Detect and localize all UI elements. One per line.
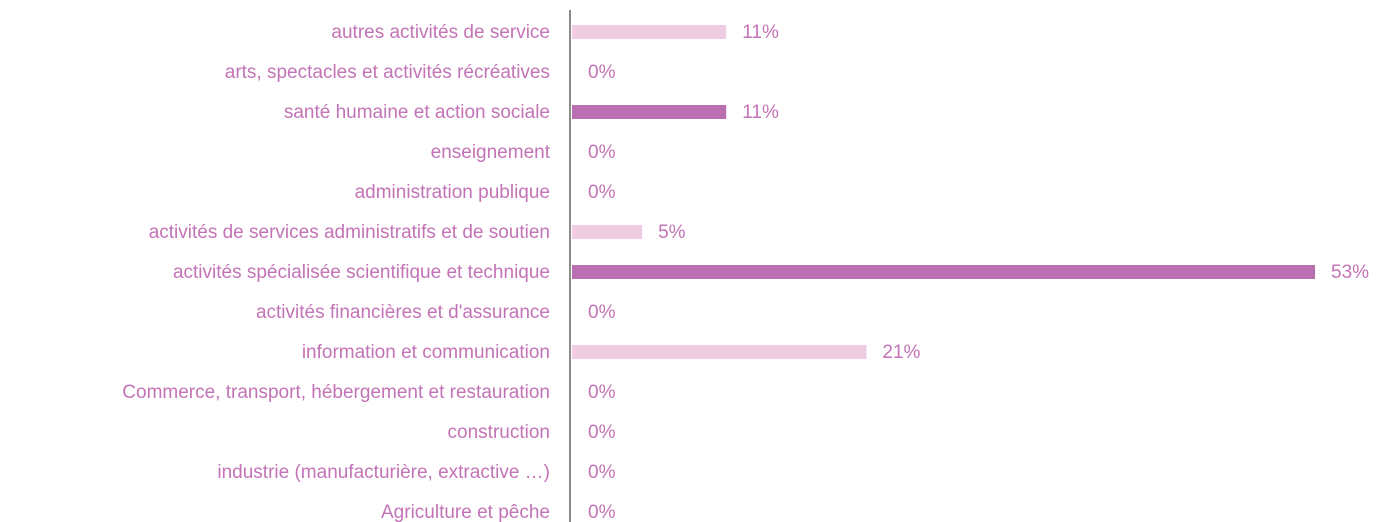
value-label: 0%	[588, 142, 616, 163]
category-label: Commerce, transport, hébergement et rest…	[122, 382, 550, 403]
category-label: industrie (manufacturière, extractive …)	[217, 462, 550, 483]
value-label: 11%	[742, 102, 779, 123]
value-label: 0%	[588, 182, 616, 203]
value-label: 0%	[588, 382, 616, 403]
value-label: 0%	[588, 502, 616, 522]
value-label: 0%	[588, 422, 616, 443]
category-label: Agriculture et pêche	[381, 502, 550, 522]
category-label: administration publique	[355, 182, 550, 203]
category-label: construction	[448, 422, 550, 443]
value-label: 53%	[1331, 262, 1369, 283]
category-label: activités de services administratifs et …	[149, 222, 550, 243]
value-label: 0%	[588, 62, 616, 83]
category-label: autres activités de service	[331, 22, 550, 43]
bar	[572, 25, 727, 39]
bar	[572, 345, 867, 359]
value-label: 5%	[658, 222, 686, 243]
bar	[572, 225, 643, 239]
value-label: 11%	[742, 22, 779, 43]
category-label: information et communication	[302, 342, 550, 363]
bar	[572, 265, 1316, 279]
category-label: santé humaine et action sociale	[284, 102, 550, 123]
category-label: activités spécialisée scientifique et te…	[173, 262, 550, 283]
category-label: enseignement	[431, 142, 551, 163]
value-label: 21%	[882, 342, 920, 363]
value-label: 0%	[588, 302, 616, 323]
category-label: activités financières et d'assurance	[256, 302, 550, 323]
value-label: 0%	[588, 462, 616, 483]
bar	[572, 105, 727, 119]
category-label: arts, spectacles et activités récréative…	[225, 62, 550, 83]
